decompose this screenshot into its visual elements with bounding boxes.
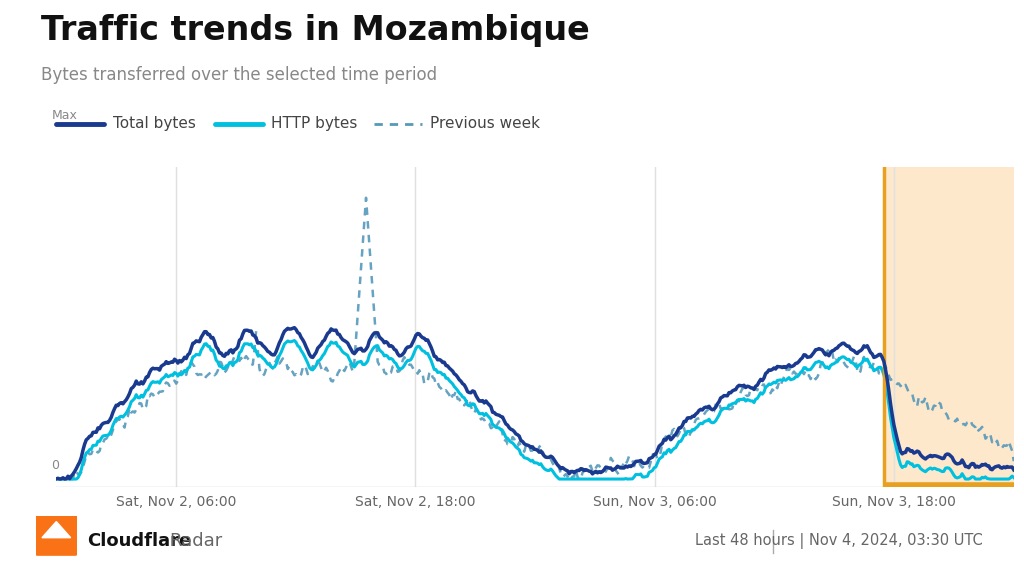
Text: Max: Max [51, 109, 78, 123]
Text: Traffic trends in Mozambique: Traffic trends in Mozambique [41, 14, 590, 47]
Text: Cloudflare: Cloudflare [87, 532, 191, 551]
Text: 0: 0 [51, 459, 59, 472]
Text: Previous week: Previous week [430, 116, 540, 131]
Polygon shape [42, 522, 71, 538]
Text: Last 48 hours | Nov 4, 2024, 03:30 UTC: Last 48 hours | Nov 4, 2024, 03:30 UTC [695, 533, 983, 550]
Text: Total bytes: Total bytes [113, 116, 196, 131]
Text: Radar: Radar [169, 532, 222, 551]
Bar [884, 167, 1014, 487]
FancyBboxPatch shape [34, 516, 79, 556]
Text: Bytes transferred over the selected time period: Bytes transferred over the selected time… [41, 66, 437, 84]
Text: HTTP bytes: HTTP bytes [271, 116, 357, 131]
